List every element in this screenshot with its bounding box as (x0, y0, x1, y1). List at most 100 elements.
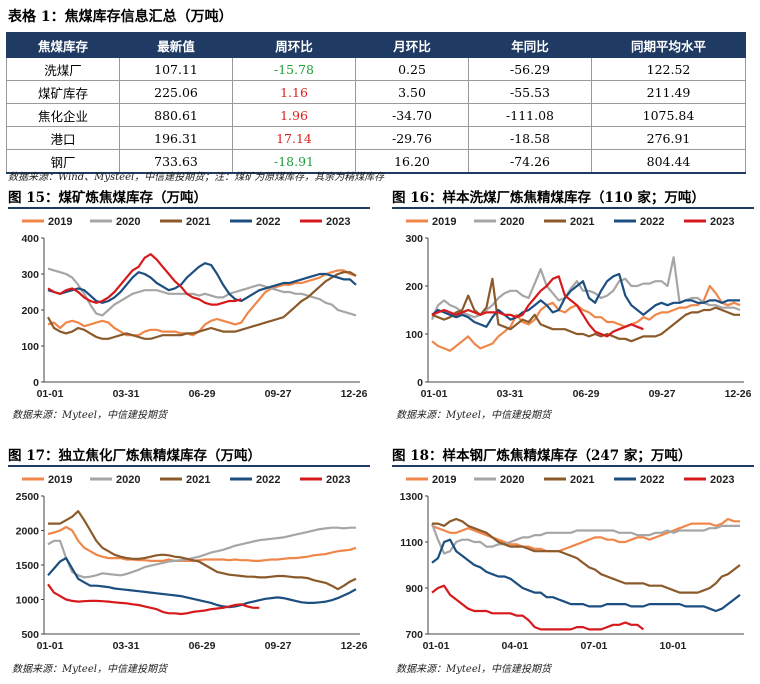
row-label-cell: 焦化企业 (6, 103, 120, 127)
header-cell: 月环比 (355, 32, 469, 58)
legend-item-2020: 2020 (474, 216, 524, 228)
x-tick-label: 03-31 (497, 388, 524, 400)
row-label-cell: 煤矿库存 (6, 80, 120, 104)
legend-label: 2020 (500, 216, 524, 228)
series-line-2019 (47, 525, 357, 563)
table-cell: 1.16 (232, 80, 356, 104)
legend-item-2019: 2019 (22, 474, 72, 486)
x-tick-label: 03-31 (113, 640, 140, 652)
legend-item-2023: 2023 (300, 216, 350, 228)
legend-item-2020: 2020 (474, 474, 524, 486)
header-cell: 年同比 (468, 32, 592, 58)
legend-label: 2023 (326, 216, 350, 228)
x-tick-label: 09-27 (649, 388, 676, 400)
y-tick-label: 900 (405, 583, 423, 595)
y-tick-label: 200 (21, 305, 39, 317)
series-line-2020 (47, 526, 356, 579)
legend-item-2023: 2023 (684, 474, 734, 486)
chart-title-rule (8, 207, 370, 209)
table-cell: 733.63 (119, 149, 233, 174)
table-cell: 3.50 (355, 80, 469, 104)
legend-label: 2019 (48, 216, 72, 228)
x-tick-label: 06-29 (189, 388, 216, 400)
table-row: 焦化企业 880.61 1.96 -34.70 -111.08 1075.84 (6, 103, 746, 127)
table-cell: -15.78 (232, 57, 356, 81)
table-cell: -18.58 (468, 126, 592, 150)
chart-title-rule (392, 465, 754, 467)
table-cell: 107.11 (119, 57, 233, 81)
x-tick-label: 03-31 (113, 388, 140, 400)
x-tick-label: 07-01 (581, 640, 608, 652)
legend-item-2021: 2021 (160, 474, 210, 486)
chart-18-steel-mill-inventory: 2019 2020 2021 2022 2023 700 900 1100 1300 01-01 0… (400, 474, 744, 652)
y-tick-label: 0 (33, 377, 39, 389)
table-cell: -29.76 (355, 126, 469, 150)
x-tick-label: 01-01 (423, 640, 450, 652)
legend-label: 2022 (256, 216, 280, 228)
chart-title-rule (8, 465, 370, 467)
chart-15-coal-mine-inventory: 2019 2020 2021 2022 2023 0 100 200 300 400 01-01 03… (21, 216, 368, 400)
legend-item-2021: 2021 (544, 474, 594, 486)
series-line-2023 (47, 253, 242, 306)
table-cell: 1.96 (232, 103, 356, 127)
legend-label: 2022 (640, 216, 664, 228)
legend-label: 2021 (570, 216, 594, 228)
chart-source-note: 数据来源：Myteel，中信建投期货 (396, 410, 551, 421)
legend-item-2020: 2020 (90, 474, 140, 486)
table-cell: -56.29 (468, 57, 592, 81)
table-header-row: 焦煤库存 最新值 周环比 月环比 年同比 同期平均水平 (6, 32, 746, 58)
y-tick-label: 500 (21, 629, 39, 641)
table-row: 煤矿库存 225.06 1.16 3.50 -55.53 211.49 (6, 80, 746, 104)
legend-item-2021: 2021 (544, 216, 594, 228)
table-row: 港口 196.31 17.14 -29.76 -18.58 276.91 (6, 126, 746, 150)
x-tick-label: 01-01 (37, 388, 64, 400)
y-tick-label: 1000 (16, 595, 40, 607)
series-line-2023 (431, 275, 644, 338)
series-line-2021 (48, 510, 357, 591)
x-tick-label: 09-27 (265, 640, 292, 652)
table-row: 洗煤厂 107.11 -15.78 0.25 -56.29 122.52 (6, 57, 746, 81)
coking-coal-inventory-table: 焦煤库存 最新值 周环比 月环比 年同比 同期平均水平 洗煤厂 107.11 -15… (6, 32, 746, 174)
series-line-2022 (431, 272, 740, 328)
legend-label: 2020 (500, 474, 524, 486)
row-label-cell: 钢厂 (6, 149, 120, 174)
series-line-2023 (431, 584, 645, 631)
chart-16-washery-inventory: 2019 2020 2021 2022 2023 0 100 200 300 01-01 03-31… (405, 216, 751, 400)
header-cell: 焦煤库存 (6, 32, 120, 58)
table-cell: 196.31 (119, 126, 233, 150)
table-cell: -55.53 (468, 80, 592, 104)
series-line-2021 (47, 271, 357, 340)
y-tick-label: 400 (21, 233, 39, 245)
x-tick-label: 10-01 (659, 640, 686, 652)
table-cell: 16.20 (355, 149, 469, 174)
legend-item-2023: 2023 (300, 474, 350, 486)
chart-source-note: 数据来源：Myteel，中信建投期货 (396, 664, 551, 675)
table-title: 表格 1：焦煤库存信息汇总（万吨） (8, 9, 233, 25)
legend-label: 2023 (710, 216, 734, 228)
y-tick-label: 1300 (400, 491, 424, 503)
legend-item-2020: 2020 (90, 216, 140, 228)
legend-label: 2019 (432, 474, 456, 486)
series-line-2019 (431, 284, 741, 352)
y-tick-label: 1500 (16, 560, 40, 572)
legend-item-2019: 2019 (406, 216, 456, 228)
x-tick-label: 06-29 (573, 388, 600, 400)
chart-title: 图 18：样本钢厂炼焦精煤库存（247 家；万吨） (392, 448, 692, 464)
y-tick-label: 200 (405, 281, 423, 293)
legend-item-2023: 2023 (684, 216, 734, 228)
table-cell: 276.91 (591, 126, 746, 150)
legend-item-2022: 2022 (230, 474, 280, 486)
table-cell: 1075.84 (591, 103, 746, 127)
row-label-cell: 洗煤厂 (6, 57, 120, 81)
x-tick-label: 12-26 (341, 388, 368, 400)
table-cell: 0.25 (355, 57, 469, 81)
legend-item-2022: 2022 (614, 216, 664, 228)
table-cell: -111.08 (468, 103, 592, 127)
y-tick-label: 2000 (16, 526, 40, 538)
table-cell: 122.52 (591, 57, 746, 81)
series-line-2019 (47, 269, 357, 337)
table-cell: 880.61 (119, 103, 233, 127)
legend-label: 2019 (48, 474, 72, 486)
legend-label: 2021 (186, 216, 210, 228)
table-source-note: 数据来源：Wind、Mysteel，中信建投期货；注：煤矿为原煤库存，其余为精煤… (8, 172, 385, 183)
